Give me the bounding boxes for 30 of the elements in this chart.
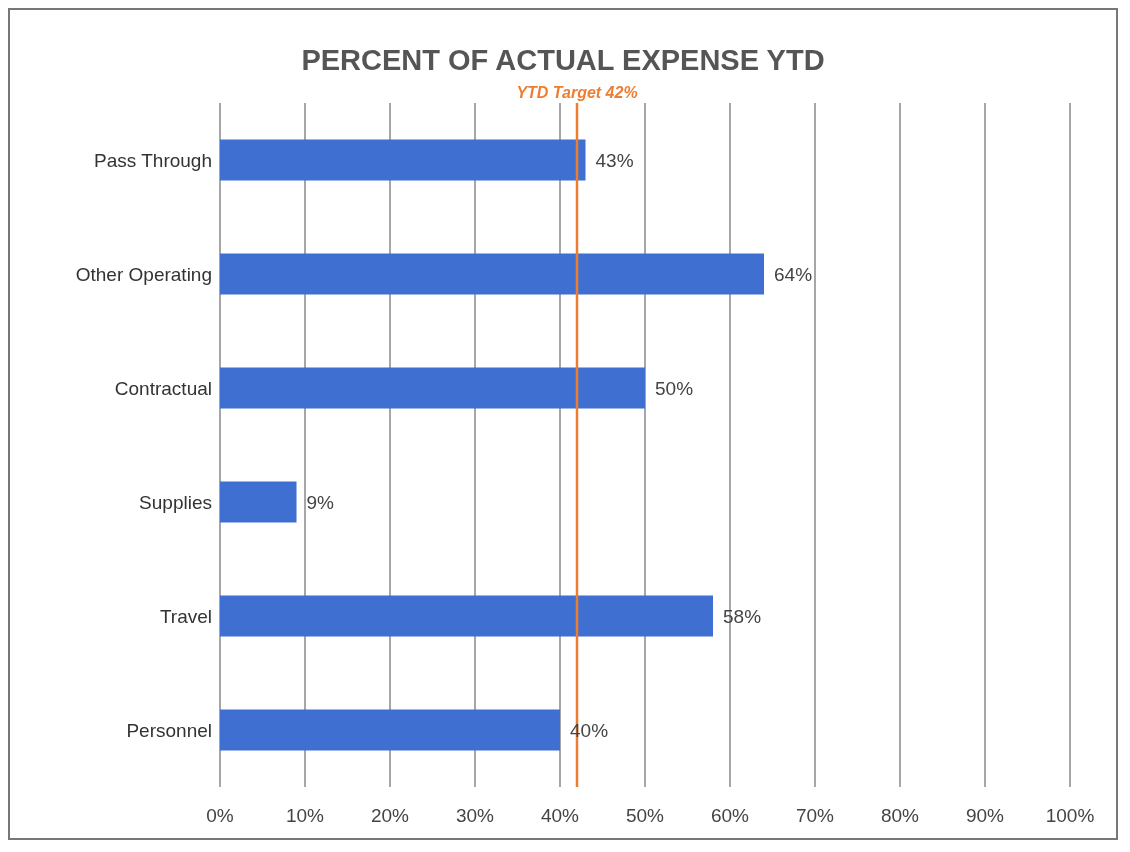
bar <box>220 367 645 409</box>
chart-title: PERCENT OF ACTUAL EXPENSE YTD <box>300 44 826 77</box>
x-tick-label: 60% <box>710 805 750 827</box>
data-label: 9% <box>306 491 335 513</box>
y-tick-label: Supplies <box>139 491 212 513</box>
x-tick-label: 90% <box>965 805 1005 827</box>
y-tick-label: Personnel <box>126 719 212 741</box>
x-tick-label: 20% <box>370 805 410 827</box>
x-tick-label: 0% <box>206 805 234 827</box>
x-tick-label: 100% <box>1045 805 1095 827</box>
ref-line-label: YTD Target 42% <box>516 84 638 101</box>
data-label: 64% <box>774 263 813 285</box>
x-tick-label: 70% <box>795 805 835 827</box>
y-tick-label: Other Operating <box>75 263 212 285</box>
x-tick-label: 10% <box>285 805 325 827</box>
bar <box>220 253 764 295</box>
x-tick-label: 30% <box>455 805 495 827</box>
bar <box>220 709 560 751</box>
bar <box>220 481 297 523</box>
data-label: 43% <box>595 149 634 171</box>
x-tick-label: 40% <box>540 805 580 827</box>
bar <box>220 139 586 181</box>
y-tick-label: Pass Through <box>94 149 212 171</box>
x-tick-label: 50% <box>625 805 665 827</box>
y-tick-label: Travel <box>159 605 212 627</box>
bar <box>220 595 713 637</box>
data-label: 50% <box>655 377 694 399</box>
y-tick-label: Contractual <box>114 377 212 399</box>
x-tick-label: 80% <box>880 805 920 827</box>
data-label: 58% <box>723 605 762 627</box>
